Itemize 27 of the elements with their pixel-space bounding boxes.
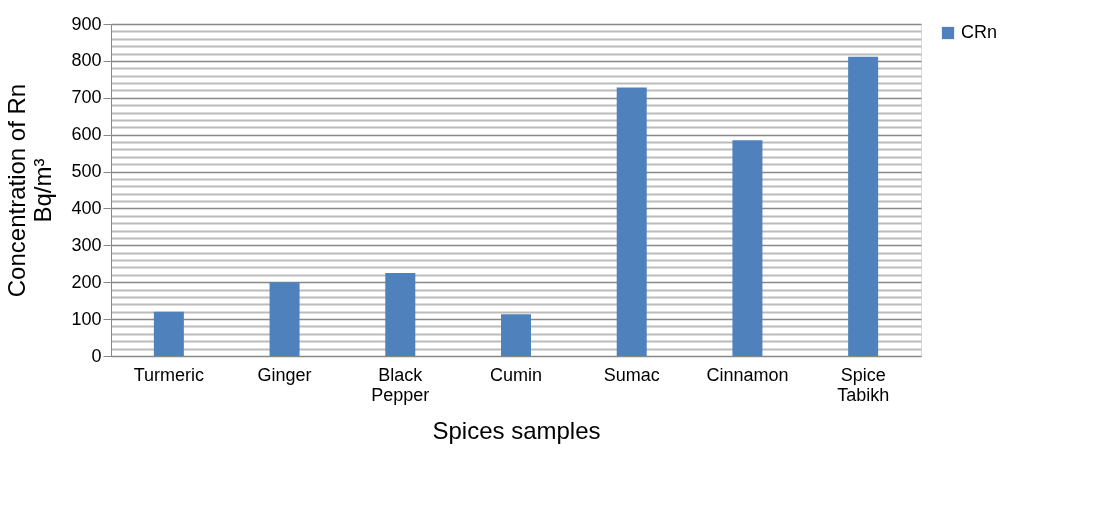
- x-tick-label: Ginger: [257, 364, 312, 385]
- y-tick-label: 300: [71, 234, 102, 255]
- bar: [153, 311, 184, 356]
- bar: [616, 87, 647, 356]
- x-axis-title: Spices samples: [432, 416, 601, 444]
- bar: [385, 273, 416, 356]
- x-tick-label: Spice Tabikh: [837, 364, 890, 405]
- y-tick-label: 400: [71, 197, 102, 218]
- bar: [269, 282, 300, 356]
- y-tick-label: 0: [91, 345, 102, 366]
- y-tick-label: 900: [71, 13, 102, 34]
- y-tick-label: 100: [71, 308, 102, 329]
- y-tick-label: 500: [71, 161, 102, 182]
- x-tick-label: Sumac: [603, 364, 660, 385]
- y-tick-label: 200: [71, 271, 102, 292]
- legend-label: CRn: [961, 22, 998, 42]
- x-tick-label: Cinnamon: [706, 364, 789, 385]
- bar: [501, 314, 531, 356]
- y-tick-label: 800: [71, 50, 102, 71]
- y-tick-label: 600: [71, 124, 102, 145]
- x-tick-label: Cumin: [489, 364, 543, 385]
- x-tick-label: Black Pepper: [371, 364, 430, 405]
- y-tick-label: 700: [71, 87, 102, 108]
- bar: [732, 140, 763, 356]
- y-axis-title: Concentration of Rn Bq/m³: [3, 83, 57, 298]
- bar: [848, 56, 879, 356]
- x-tick-label: Turmeric: [133, 364, 205, 385]
